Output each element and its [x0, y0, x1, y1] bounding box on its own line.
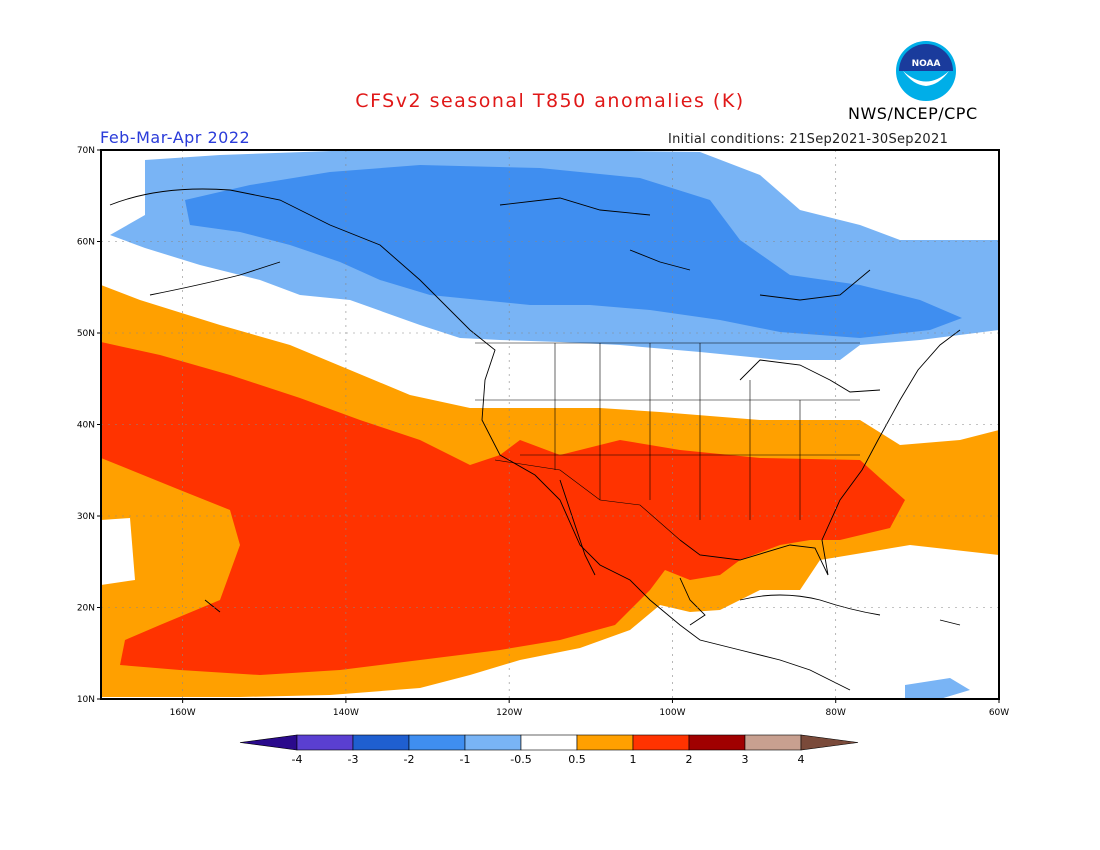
lon-tick-label: 120W — [496, 708, 522, 718]
plot-title: CFSv2 seasonal T850 anomalies (K) — [355, 90, 745, 112]
colorbar: -4 -3 -2 -1 -0.5 0.5 1 2 3 4 — [239, 734, 859, 766]
colorbar-label: -2 — [404, 753, 415, 766]
axis-labels: 10N 20N 30N 40N 50N 60N 70N 160W 140W 120W 100W 80W… — [77, 146, 1009, 718]
colorbar-label: -4 — [292, 753, 303, 766]
colorbar-segment — [632, 734, 690, 751]
colorbar-segment — [296, 734, 354, 751]
lat-tick-label: 30N — [77, 512, 95, 522]
colorbar-label: -1 — [460, 753, 471, 766]
colorbar-label: -0.5 — [510, 753, 531, 766]
lat-tick-label: 50N — [77, 329, 95, 339]
lat-tick-label: 40N — [77, 421, 95, 431]
colorbar-label: 1 — [630, 753, 637, 766]
logo-text: NOAA — [912, 59, 941, 69]
colorbar-segment — [744, 734, 802, 751]
colorbar-arrow-low — [239, 734, 298, 751]
colorbar-label: 4 — [798, 753, 805, 766]
lat-tick-label: 70N — [77, 146, 95, 156]
lon-tick-label: 100W — [659, 708, 685, 718]
lat-tick-label: 20N — [77, 604, 95, 614]
colorbar-segment — [520, 734, 578, 751]
lat-tick-label: 10N — [77, 695, 95, 705]
colorbar-label: 3 — [742, 753, 749, 766]
lon-tick-label: 60W — [989, 708, 1009, 718]
colorbar-segment — [352, 734, 410, 751]
colorbar-segment — [576, 734, 634, 751]
colorbar-label: -3 — [348, 753, 359, 766]
colorbar-arrow-high — [800, 734, 859, 751]
initial-conditions: Initial conditions: 21Sep2021-30Sep2021 — [668, 132, 949, 147]
warm-anomaly-strong — [101, 342, 905, 675]
noaa-logo: NOAA — [896, 41, 956, 101]
forecast-period: Feb-Mar-Apr 2022 — [100, 128, 251, 147]
colorbar-segment — [688, 734, 746, 751]
cold-anomaly-strong — [185, 165, 962, 338]
colorbar-segment — [408, 734, 466, 751]
colorbar-label: 2 — [686, 753, 693, 766]
lon-tick-label: 80W — [826, 708, 846, 718]
lon-tick-label: 140W — [333, 708, 359, 718]
agency-label: NWS/NCEP/CPC — [848, 104, 978, 123]
lat-tick-label: 60N — [77, 238, 95, 248]
lon-tick-label: 160W — [170, 708, 196, 718]
colorbar-segment — [464, 734, 522, 751]
colorbar-label: 0.5 — [568, 753, 586, 766]
